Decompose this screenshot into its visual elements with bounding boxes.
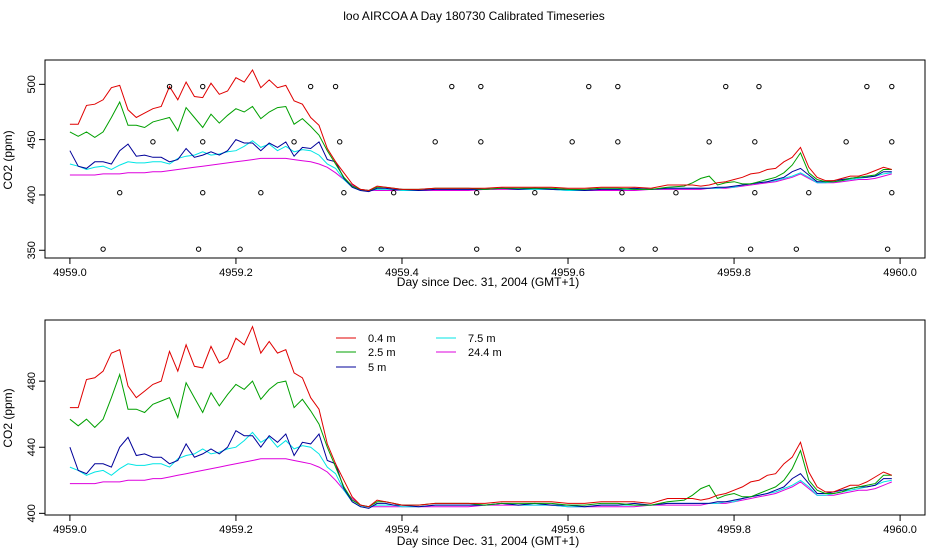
- sample-marker: [337, 139, 343, 145]
- y-axis: 350 400 450 500: [26, 75, 45, 259]
- y-tick-label: 400: [26, 186, 38, 204]
- sample-marker: [291, 139, 297, 145]
- y-tick-label: 480: [26, 372, 38, 390]
- sample-marker: [793, 246, 800, 252]
- sample-marker: [449, 83, 455, 90]
- series-line-24-4-m: [69, 157, 892, 191]
- sample-marker: [332, 83, 339, 90]
- x-tick-label: 4959.4: [385, 524, 419, 536]
- sample-marker: [615, 139, 621, 145]
- x-tick-label: 4959.6: [551, 524, 585, 536]
- chart-top-panel: 4959.0 4959.2 4959.4 4959.6 4959.8 4960.0 350…: [1, 59, 926, 289]
- x-axis-label: Day since Dec. 31, 2004 (GMT+1): [397, 275, 579, 289]
- y-tick-label: 500: [26, 75, 38, 93]
- series-line-0-4-m: [69, 68, 892, 192]
- sample-marker: [473, 246, 480, 252]
- sample-marker: [615, 83, 621, 90]
- legend-label: 0.4 m: [368, 333, 396, 345]
- x-tick-label: 4959.6: [551, 267, 585, 279]
- series-line-2-5-m: [69, 372, 892, 508]
- sample-marker: [619, 190, 625, 196]
- sample-marker: [307, 83, 314, 90]
- chart-bottom-panel: 4959.0 4959.2 4959.4 4959.6 4959.8 4960.0 400…: [1, 319, 926, 548]
- x-tick-label: 4959.0: [53, 267, 87, 279]
- y-tick-label: 350: [26, 241, 38, 259]
- sample-marker: [864, 83, 870, 90]
- series-layer: [69, 68, 892, 193]
- sample-marker: [515, 246, 521, 252]
- x-tick-label: 4959.4: [385, 267, 419, 279]
- sample-marker: [195, 246, 202, 252]
- sample-marker: [341, 246, 347, 252]
- sample-marker: [237, 246, 243, 252]
- marker-layer: [100, 83, 895, 252]
- x-tick-label: 4959.2: [219, 524, 253, 536]
- sample-marker: [843, 139, 849, 145]
- y-axis-label: CO2 (ppm): [1, 388, 15, 447]
- sample-marker: [723, 83, 729, 90]
- sample-marker: [341, 190, 347, 196]
- legend: 0.4 m 2.5 m 5 m 7.5 m 24.4 m: [336, 333, 502, 374]
- sample-marker: [619, 246, 625, 252]
- sample-marker: [889, 83, 895, 90]
- x-tick-label: 4959.8: [717, 267, 751, 279]
- y-tick-label: 440: [26, 438, 38, 456]
- sample-marker: [673, 190, 679, 196]
- x-tick-label: 4960.0: [883, 267, 917, 279]
- series-line-0-4-m: [69, 325, 892, 508]
- sample-marker: [258, 190, 264, 196]
- x-axis-label: Day since Dec. 31, 2004 (GMT+1): [397, 534, 579, 548]
- plot-frame: [44, 59, 926, 259]
- legend-label: 7.5 m: [468, 333, 496, 345]
- x-axis: 4959.0 4959.2 4959.4 4959.6 4959.8 4960.0: [53, 258, 917, 279]
- y-tick-label: 400: [26, 504, 38, 522]
- sample-marker: [752, 139, 758, 145]
- sample-marker: [478, 139, 484, 145]
- sample-marker: [432, 139, 438, 145]
- sample-marker: [200, 190, 206, 196]
- sample-marker: [150, 139, 156, 145]
- series-line-24-4-m: [69, 458, 892, 508]
- sample-marker: [756, 83, 762, 90]
- series-line-5-m: [69, 138, 892, 193]
- sample-marker: [166, 83, 173, 90]
- sample-marker: [752, 190, 758, 196]
- x-tick-label: 4959.8: [717, 524, 751, 536]
- x-tick-label: 4959.0: [53, 524, 87, 536]
- sample-marker: [889, 139, 895, 145]
- sample-marker: [806, 190, 812, 196]
- series-layer: [69, 325, 892, 509]
- sample-marker: [586, 83, 592, 90]
- sample-marker: [652, 246, 658, 252]
- x-tick-label: 4959.2: [219, 267, 253, 279]
- series-line-5-m: [69, 429, 892, 509]
- legend-label: 5 m: [368, 362, 386, 374]
- x-axis: 4959.0 4959.2 4959.4 4959.6 4959.8 4960.0: [53, 515, 917, 536]
- sample-marker: [200, 139, 206, 145]
- sample-marker: [884, 246, 891, 252]
- sample-marker: [378, 246, 384, 252]
- sample-marker: [473, 190, 480, 196]
- sample-marker: [117, 190, 123, 196]
- x-tick-label: 4960.0: [883, 524, 917, 536]
- y-axis: 400 440 480: [26, 372, 45, 523]
- sample-marker: [100, 246, 106, 252]
- sample-marker: [478, 83, 484, 90]
- sample-marker: [532, 190, 538, 196]
- sample-marker: [747, 246, 754, 252]
- legend-label: 2.5 m: [368, 347, 396, 359]
- plot-frame: [44, 319, 926, 516]
- sample-marker: [889, 190, 895, 196]
- figure-title: loo AIRCOA A Day 180730 Calibrated Times…: [343, 9, 604, 23]
- sample-marker: [706, 139, 712, 145]
- y-axis-label: CO2 (ppm): [1, 130, 15, 189]
- sample-marker: [200, 83, 206, 90]
- series-line-7-5-m: [69, 431, 892, 508]
- sample-marker: [390, 190, 397, 196]
- series-line-2-5-m: [69, 100, 892, 192]
- sample-marker: [569, 139, 575, 145]
- legend-label: 24.4 m: [468, 347, 502, 359]
- y-tick-label: 450: [26, 130, 38, 148]
